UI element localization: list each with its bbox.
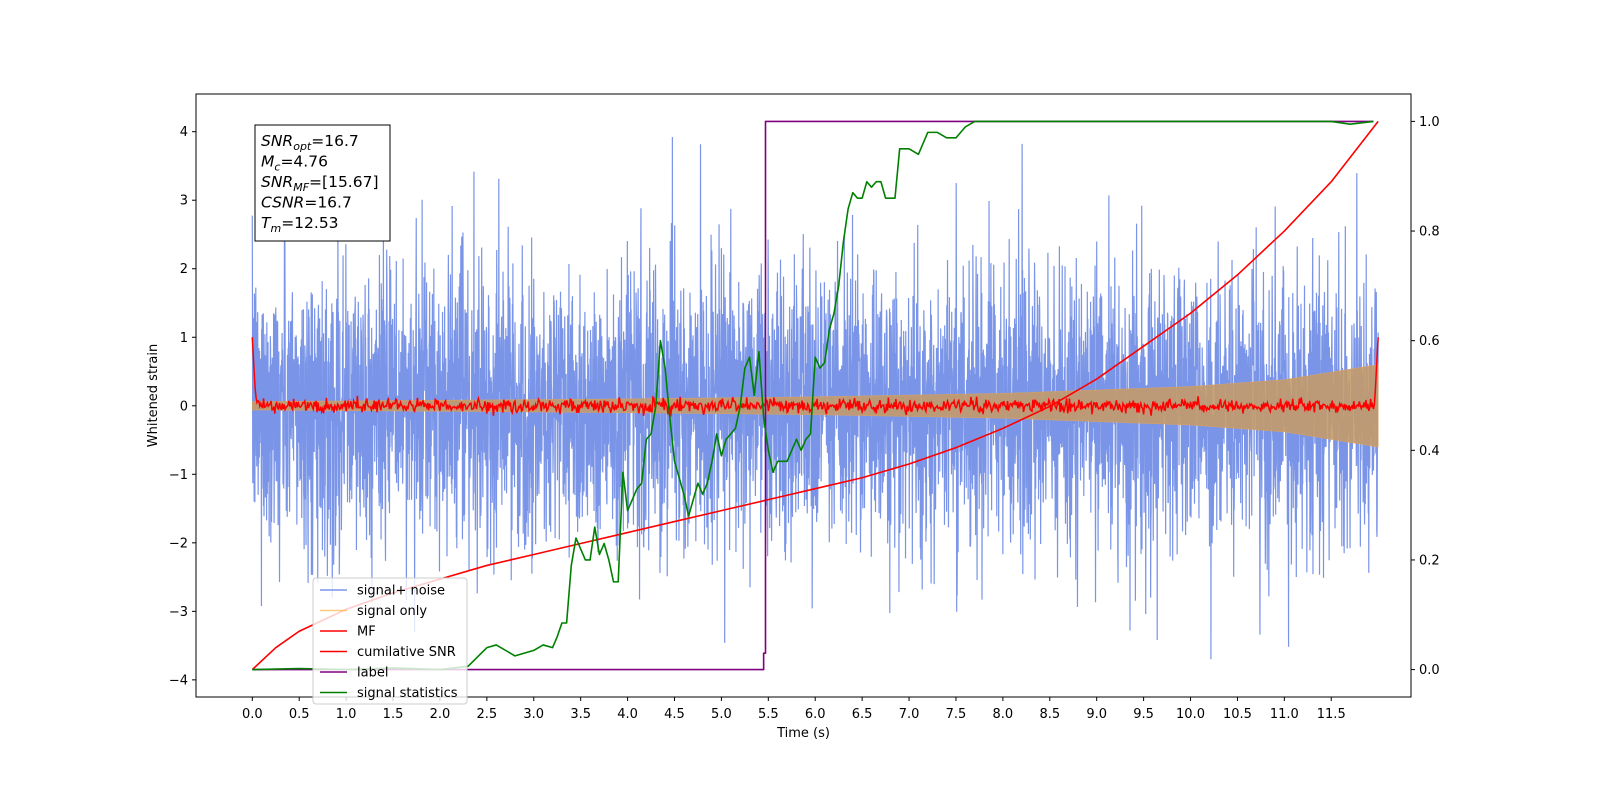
x-tick-label: 11.5 — [1317, 707, 1346, 722]
y-tick-label: −1 — [169, 468, 188, 483]
x-tick-label: 10.5 — [1223, 707, 1252, 722]
series-signal-only — [251, 364, 1379, 448]
x-tick-label: 3.0 — [523, 707, 544, 722]
x-tick-label: 6.5 — [852, 707, 873, 722]
x-tick-label: 2.5 — [477, 707, 498, 722]
y-tick-label: 2 — [180, 262, 188, 277]
y-right-tick-label: 1.0 — [1419, 115, 1440, 130]
x-tick-label: 6.0 — [805, 707, 826, 722]
info-box-line: CSNR=16.7 — [261, 194, 352, 212]
legend-label: cumilative SNR — [357, 645, 456, 660]
series-signal-noise — [251, 136, 1379, 660]
y-right-tick-label: 0.4 — [1419, 444, 1440, 459]
y-tick-label: 0 — [180, 399, 188, 414]
x-tick-label: 5.5 — [758, 707, 779, 722]
series-mf — [251, 337, 1379, 417]
y-tick-label: −2 — [169, 536, 188, 551]
x-tick-label: 0.0 — [242, 707, 263, 722]
x-tick-label: 1.5 — [383, 707, 404, 722]
legend-label: MF — [357, 625, 376, 640]
y-right-tick-label: 0.6 — [1419, 334, 1440, 349]
x-axis-label: Time (s) — [776, 726, 830, 741]
y-tick-label: 1 — [180, 331, 188, 346]
x-tick-label: 7.5 — [946, 707, 967, 722]
x-tick-label: 9.0 — [1086, 707, 1107, 722]
series-signal-statistics — [252, 120, 1374, 671]
info-box-line: Tm=12.53 — [261, 214, 339, 235]
series-label — [252, 120, 1374, 671]
ticks: 0.0 0.5 1.0 1.5 2.0 2.5 3.0 3.5 4.0 4.5 5.0 5.5 6.0 6… — [169, 115, 1440, 722]
x-tick-label: 7.0 — [899, 707, 920, 722]
info-box-line: Mc=4.76 — [261, 153, 328, 174]
x-tick-label: 4.0 — [617, 707, 638, 722]
x-tick-label: 3.5 — [570, 707, 591, 722]
x-tick-label: 4.5 — [664, 707, 685, 722]
y-axis-label: Whitened strain — [146, 344, 161, 447]
info-box: SNRopt=16.7Mc=4.76SNRMF=[15.67]CSNR=16.7… — [254, 124, 391, 242]
legend-label: signal only — [357, 604, 427, 619]
y-tick-label: 3 — [180, 194, 188, 209]
y-right-tick-label: 0.2 — [1419, 553, 1440, 568]
x-tick-label: 8.5 — [1039, 707, 1060, 722]
info-box-line: SNRMF=[15.67] — [261, 173, 379, 194]
x-tick-label: 11.0 — [1270, 707, 1299, 722]
y-tick-label: 4 — [180, 125, 188, 140]
x-tick-label: 8.0 — [993, 707, 1014, 722]
axes-frame — [195, 93, 1412, 698]
legend-label: signal+ noise — [357, 584, 445, 599]
legend-label: signal statistics — [357, 686, 458, 701]
y-tick-label: −3 — [169, 605, 188, 620]
x-tick-label: 2.0 — [430, 707, 451, 722]
x-tick-label: 5.0 — [711, 707, 732, 722]
x-tick-label: 0.5 — [289, 707, 310, 722]
y-right-tick-label: 0.8 — [1419, 225, 1440, 240]
x-tick-label: 9.5 — [1133, 707, 1154, 722]
y-right-tick-label: 0.0 — [1419, 663, 1440, 678]
legend-label: label — [357, 666, 388, 681]
y-tick-label: −4 — [169, 673, 188, 688]
legend: signal+ noise signal only MF cumilative SNR… — [312, 577, 468, 705]
info-box-line: SNRopt=16.7 — [261, 132, 359, 153]
x-tick-label: 10.0 — [1176, 707, 1205, 722]
x-tick-label: 1.0 — [336, 707, 357, 722]
